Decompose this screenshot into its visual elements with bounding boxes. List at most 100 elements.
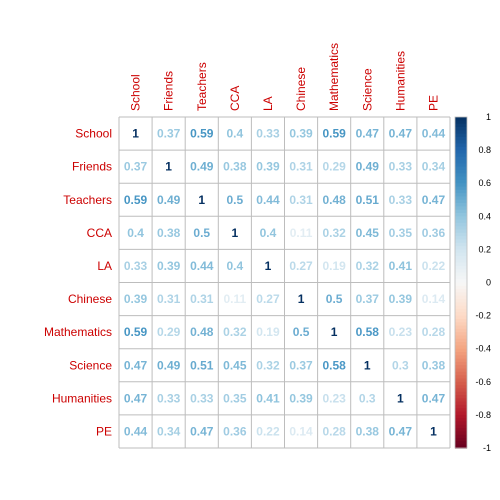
colorbar-segment [455,404,467,409]
cell-value-chinese-chinese: 1 [298,292,305,306]
colorbar-segment [455,328,467,333]
cell-value-science-humanities: 0.3 [392,358,409,372]
colorbar-tick-label: -0.6 [475,377,491,387]
column-label-science: Science [360,68,374,111]
colorbar-segment [455,348,467,353]
cell-value-mathematics-la: 0.19 [256,325,280,339]
colorbar-segment [455,160,467,164]
colorbar-segment [455,272,467,277]
colorbar-segment [455,352,467,356]
colorbar-segment [455,256,467,260]
colorbar-segment [455,249,467,254]
cell-value-cca-chinese: 0.11 [290,226,313,240]
cell-value-la-humanities: 0.41 [389,259,413,273]
cell-value-chinese-la: 0.27 [256,292,280,306]
cell-value-la-mathematics: 0.19 [322,259,346,273]
cell-value-mathematics-school: 0.59 [124,325,148,339]
colorbar-segment [455,219,467,224]
colorbar-segment [455,226,467,231]
colorbar-segment [455,438,467,442]
colorbar-segment [455,179,467,184]
colorbar-segment [455,292,467,297]
colorbar-segment [455,120,467,125]
colorbar-segment [455,358,467,363]
cell-value-mathematics-friends: 0.29 [157,325,181,339]
colorbar-segment [455,246,467,250]
cell-value-chinese-friends: 0.31 [157,292,181,306]
colorbar-segment [455,385,467,390]
cell-value-friends-friends: 1 [165,160,172,174]
cell-value-science-cca: 0.45 [223,358,247,372]
cell-value-friends-chinese: 0.31 [289,160,313,174]
cell-value-friends-pe: 0.34 [422,160,446,174]
cell-value-cca-cca: 1 [232,226,239,240]
colorbar-segment [455,173,467,178]
colorbar-tick-label: 0.2 [478,244,491,254]
colorbar-segment [455,408,467,413]
colorbar-segment [455,203,467,207]
colorbar-segment [455,388,467,393]
cell-value-pe-pe: 1 [430,424,437,438]
cell-value-friends-humanities: 0.33 [389,160,413,174]
colorbar-segment [455,252,467,257]
colorbar-segment [455,156,467,161]
colorbar-segment [455,355,467,360]
colorbar-segment [455,335,467,340]
cell-value-humanities-chinese: 0.39 [289,391,313,405]
cell-value-school-pe: 0.44 [422,127,446,141]
colorbar-tick-label: 1 [486,112,491,122]
cell-value-school-la: 0.33 [256,127,280,141]
column-label-pe: PE [426,95,440,111]
colorbar-segment [455,342,467,346]
cell-value-cca-school: 0.4 [127,226,144,240]
colorbar-tick-label: -0.4 [475,344,491,354]
cell-value-la-friends: 0.39 [157,259,181,273]
colorbar-segment [455,444,467,449]
cell-value-mathematics-teachers: 0.48 [190,325,214,339]
cell-value-science-chinese: 0.37 [289,358,313,372]
colorbar-segment [455,193,467,198]
colorbar-segment [455,332,467,337]
colorbar-segment [455,371,467,376]
row-label-la: LA [97,259,112,273]
cell-value-teachers-friends: 0.49 [157,193,181,207]
colorbar-segment [455,391,467,396]
colorbar-segment [455,338,467,343]
colorbar-segment [455,368,467,373]
colorbar-tick-label: 0.6 [478,178,491,188]
colorbar-segment [455,206,467,211]
row-label-teachers: Teachers [63,193,112,207]
cell-value-cca-pe: 0.36 [422,226,446,240]
cell-value-cca-teachers: 0.5 [193,226,210,240]
cell-value-pe-chinese: 0.14 [289,424,313,438]
colorbar-segment [455,411,467,416]
colorbar-segment [455,421,467,426]
colorbar-segment [455,259,467,264]
cell-value-science-school: 0.47 [124,358,148,372]
colorbar-tick-label: 0.8 [478,145,491,155]
colorbar-segment [455,236,467,241]
colorbar-segment [455,305,467,310]
cell-value-humanities-pe: 0.47 [422,391,446,405]
cell-value-humanities-humanities: 1 [397,391,404,405]
colorbar-segment [455,140,467,145]
colorbar-segment [455,361,467,366]
cell-value-pe-mathematics: 0.28 [322,424,346,438]
colorbar-segment [455,325,467,330]
colorbar-segment [455,441,467,446]
colorbar-segment [455,216,467,221]
cell-value-science-science: 1 [364,358,371,372]
cell-value-la-school: 0.33 [124,259,148,273]
colorbar-segment [455,302,467,307]
colorbar-segment [455,318,467,323]
colorbar-tick-label: -0.2 [475,311,491,321]
colorbar-segment [455,163,467,168]
cell-value-humanities-school: 0.47 [124,391,148,405]
cell-value-cca-humanities: 0.35 [389,226,413,240]
row-labels: School Friends Teachers CCA LA Chinese Mathema… [44,127,112,439]
colorbar-segment [455,196,467,201]
colorbar-segment [455,136,467,141]
cell-value-teachers-chinese: 0.31 [289,193,313,207]
column-label-friends: Friends [162,71,176,111]
color-legend: -1 -0.8 -0.6 -0.4 -0.2 0 0.2 0.4 0.6 0.8 1 [454,112,491,453]
